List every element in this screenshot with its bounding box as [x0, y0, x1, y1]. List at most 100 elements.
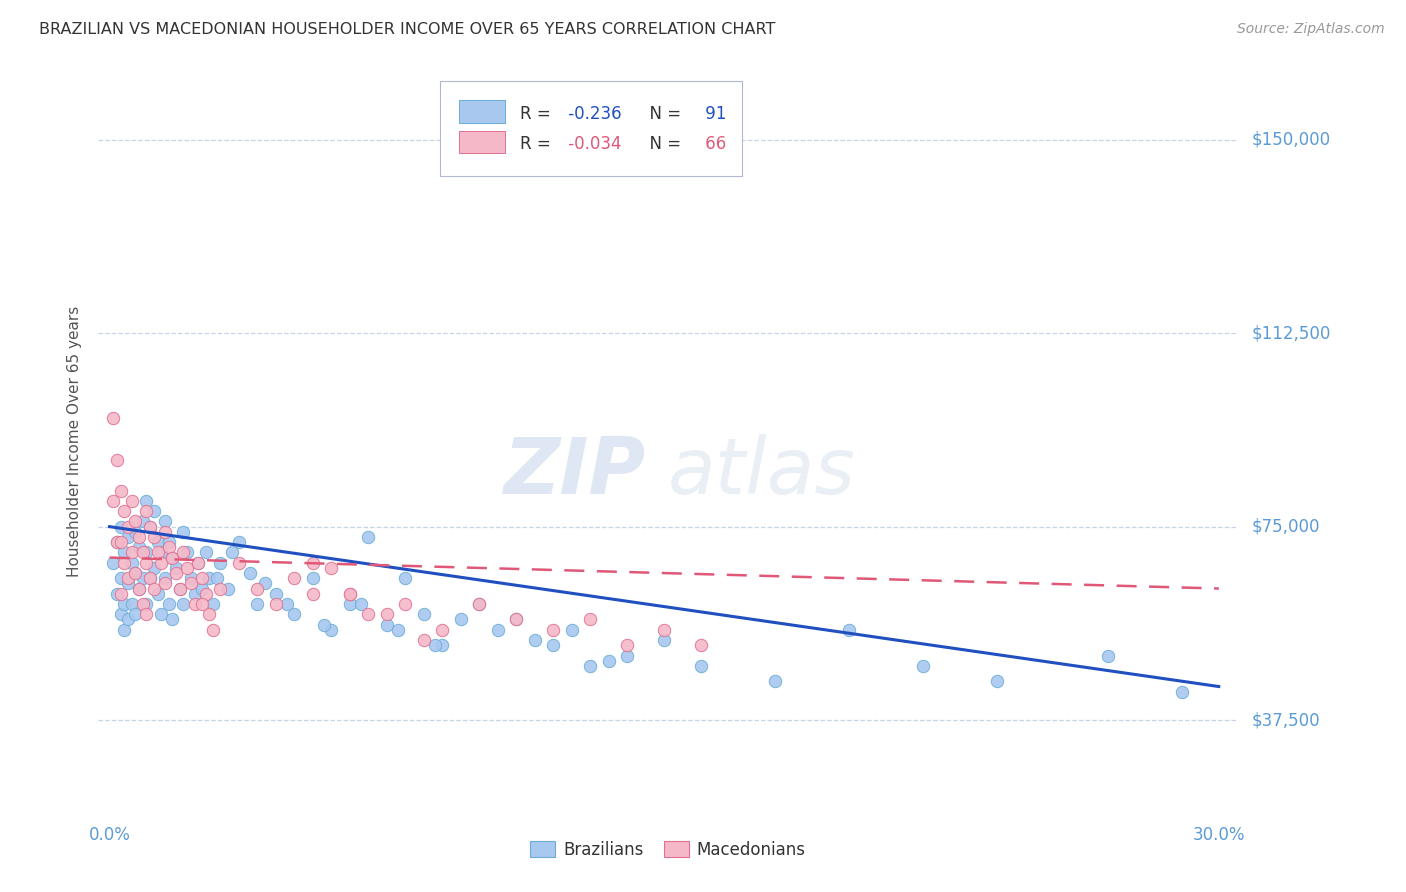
- Point: [150, 545, 173, 559]
- Point: [911, 659, 934, 673]
- Point: [124, 524, 146, 539]
- Point: [468, 597, 491, 611]
- Text: R =: R =: [520, 105, 551, 123]
- FancyBboxPatch shape: [460, 101, 505, 123]
- FancyBboxPatch shape: [460, 130, 505, 153]
- Point: [763, 674, 786, 689]
- Point: [541, 623, 564, 637]
- Text: $37,500: $37,500: [1251, 711, 1320, 729]
- Point: [110, 483, 132, 498]
- Point: [157, 541, 180, 555]
- Point: [105, 587, 128, 601]
- Point: [339, 587, 361, 601]
- Point: [110, 519, 132, 533]
- Point: [110, 587, 132, 601]
- Point: [153, 571, 176, 585]
- Point: [165, 566, 187, 580]
- Point: [194, 545, 217, 559]
- Text: $75,000: $75,000: [1251, 517, 1320, 535]
- Point: [139, 571, 162, 585]
- Point: [117, 530, 139, 544]
- Point: [142, 582, 165, 596]
- Point: [132, 545, 155, 559]
- Point: [394, 571, 416, 585]
- Point: [146, 545, 169, 559]
- Point: [157, 535, 180, 549]
- Point: [228, 535, 250, 549]
- Point: [412, 607, 434, 622]
- Text: BRAZILIAN VS MACEDONIAN HOUSEHOLDER INCOME OVER 65 YEARS CORRELATION CHART: BRAZILIAN VS MACEDONIAN HOUSEHOLDER INCO…: [39, 22, 776, 37]
- Point: [103, 493, 125, 508]
- Text: R =: R =: [520, 136, 551, 153]
- Point: [110, 571, 132, 585]
- Point: [264, 597, 287, 611]
- Point: [202, 623, 225, 637]
- Point: [412, 633, 434, 648]
- Point: [128, 582, 150, 596]
- Point: [1097, 648, 1119, 663]
- Point: [124, 607, 146, 622]
- Text: Source: ZipAtlas.com: Source: ZipAtlas.com: [1237, 22, 1385, 37]
- Point: [202, 597, 225, 611]
- Point: [135, 545, 157, 559]
- Text: -0.236: -0.236: [562, 105, 621, 123]
- Point: [339, 587, 361, 601]
- Point: [339, 597, 361, 611]
- Point: [139, 571, 162, 585]
- Point: [169, 582, 191, 596]
- Point: [112, 623, 135, 637]
- Point: [986, 674, 1008, 689]
- Point: [302, 556, 325, 570]
- Point: [124, 566, 146, 580]
- Point: [146, 535, 169, 549]
- Point: [142, 504, 165, 518]
- Point: [142, 561, 165, 575]
- Point: [187, 556, 209, 570]
- Point: [468, 597, 491, 611]
- Point: [162, 550, 184, 565]
- Point: [180, 576, 202, 591]
- Text: N =: N =: [640, 105, 682, 123]
- Point: [103, 411, 125, 425]
- Point: [246, 582, 269, 596]
- Point: [124, 566, 146, 580]
- Point: [132, 597, 155, 611]
- Point: [172, 545, 194, 559]
- Point: [117, 571, 139, 585]
- Point: [423, 638, 446, 652]
- Point: [505, 612, 527, 626]
- Point: [142, 530, 165, 544]
- Point: [283, 571, 305, 585]
- Point: [312, 617, 335, 632]
- Point: [135, 504, 157, 518]
- Point: [112, 597, 135, 611]
- Point: [523, 633, 546, 648]
- Point: [135, 607, 157, 622]
- Point: [150, 607, 173, 622]
- Point: [690, 659, 713, 673]
- Point: [183, 597, 205, 611]
- Point: [283, 607, 305, 622]
- Point: [176, 545, 198, 559]
- Text: $112,500: $112,500: [1251, 324, 1330, 343]
- Point: [198, 607, 221, 622]
- Point: [162, 612, 184, 626]
- Point: [117, 612, 139, 626]
- Point: [432, 623, 454, 637]
- Point: [375, 607, 398, 622]
- Point: [105, 535, 128, 549]
- Point: [121, 556, 143, 570]
- Point: [579, 612, 602, 626]
- Point: [357, 607, 380, 622]
- Point: [191, 597, 214, 611]
- Point: [121, 545, 143, 559]
- Point: [228, 556, 250, 570]
- Point: [132, 515, 155, 529]
- Point: [486, 623, 509, 637]
- Point: [153, 524, 176, 539]
- Point: [128, 582, 150, 596]
- Point: [105, 535, 128, 549]
- Point: [432, 638, 454, 652]
- Point: [172, 597, 194, 611]
- Point: [135, 556, 157, 570]
